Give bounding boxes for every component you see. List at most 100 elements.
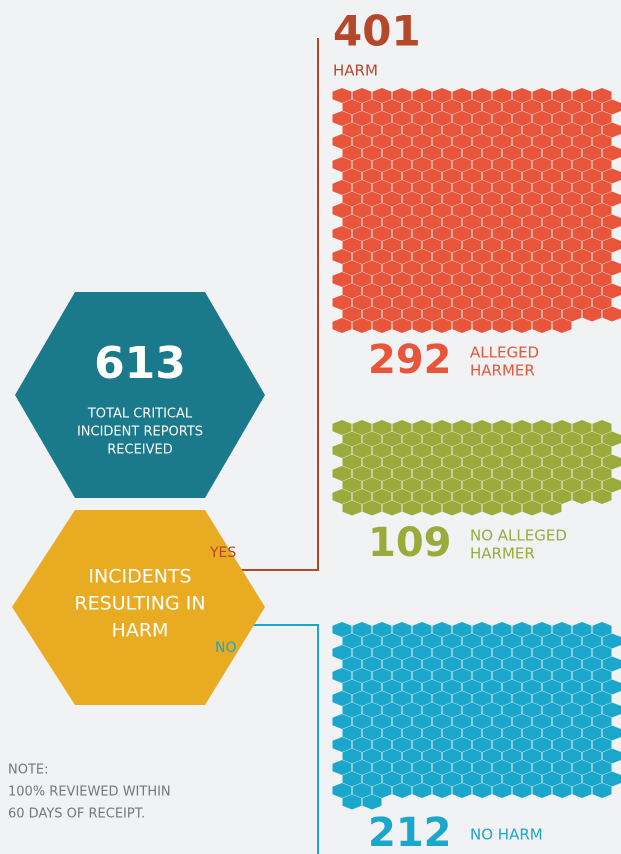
hexagon <box>372 226 392 241</box>
hexagon <box>392 272 412 287</box>
hexagon <box>572 88 592 103</box>
hexagon <box>592 466 612 481</box>
total-label: TOTAL CRITICAL <box>87 407 193 422</box>
hexagon <box>422 214 442 230</box>
hexagon <box>532 737 552 752</box>
hexagon <box>582 702 602 718</box>
hexagon <box>422 306 442 322</box>
hexagon <box>572 489 592 504</box>
hexagon <box>342 679 362 695</box>
hexagon <box>562 260 582 276</box>
hexagon <box>352 226 372 241</box>
hexagon <box>422 771 442 787</box>
hexagon <box>472 272 492 287</box>
hexagon <box>332 760 352 775</box>
hexagon <box>502 99 522 115</box>
hexagon <box>362 702 382 718</box>
hexagon <box>522 500 542 516</box>
hexagon <box>442 500 462 516</box>
hexagon <box>582 99 602 115</box>
hexagon <box>552 295 572 310</box>
hexagon <box>542 748 562 764</box>
hexagon <box>482 656 502 672</box>
hexagon <box>552 157 572 172</box>
hexagon <box>472 203 492 218</box>
hexagon <box>402 145 422 161</box>
hexagon-grid <box>332 88 621 333</box>
hexagon <box>452 318 472 333</box>
hexagon <box>542 725 562 741</box>
hexagon <box>372 714 392 729</box>
hexagon <box>602 702 621 718</box>
hexagon <box>362 283 382 299</box>
hexagon <box>582 454 602 470</box>
hexagon <box>362 656 382 672</box>
hexagon <box>402 702 422 718</box>
hexagon <box>442 702 462 718</box>
hexagon <box>532 226 552 241</box>
note: 100% REVIEWED WITHIN <box>8 785 171 800</box>
hexagon <box>442 306 462 322</box>
hexagon <box>552 111 572 126</box>
hexagon <box>562 454 582 470</box>
hexagon <box>422 656 442 672</box>
hexagon <box>402 748 422 764</box>
hexagon <box>542 656 562 672</box>
hexagon <box>382 633 402 649</box>
hexagon <box>452 249 472 264</box>
hexagon <box>432 443 452 458</box>
hexagon <box>542 431 562 447</box>
hexagon <box>512 420 532 435</box>
hexagon <box>442 145 462 161</box>
hexagon <box>482 725 502 741</box>
hexagon <box>502 122 522 138</box>
hexagon <box>382 702 402 718</box>
hexagon <box>442 168 462 184</box>
question-text: INCIDENTS <box>88 566 191 588</box>
hexagon <box>502 771 522 787</box>
hexagon <box>482 306 502 322</box>
hexagon <box>602 477 621 493</box>
hexagon <box>532 111 552 126</box>
question-hexagon <box>12 510 265 705</box>
hexagon <box>482 679 502 695</box>
hexagon <box>592 622 612 637</box>
hexagon <box>332 226 352 241</box>
hexagon <box>392 88 412 103</box>
hexagon <box>512 249 532 264</box>
hexagon <box>392 783 412 798</box>
hexagon <box>482 283 502 299</box>
hexagon <box>342 431 362 447</box>
hexagon <box>362 725 382 741</box>
hexagon <box>602 306 621 322</box>
hexagon <box>372 760 392 775</box>
hexagon <box>352 318 372 333</box>
hexagon <box>462 283 482 299</box>
hexagon <box>542 283 562 299</box>
hexagon <box>452 645 472 660</box>
hexagon <box>452 203 472 218</box>
hexagon <box>522 771 542 787</box>
hexagon <box>492 420 512 435</box>
hexagon <box>392 622 412 637</box>
hexagon <box>592 760 612 775</box>
hexagon <box>592 180 612 195</box>
hexagon <box>582 214 602 230</box>
hexagon <box>462 99 482 115</box>
hexagon <box>412 489 432 504</box>
hexagon <box>522 168 542 184</box>
hexagon <box>472 443 492 458</box>
hexagon <box>552 737 572 752</box>
hexagon <box>512 760 532 775</box>
hexagon <box>432 783 452 798</box>
hexagon <box>482 237 502 253</box>
hexagon <box>462 237 482 253</box>
hexagon <box>502 656 522 672</box>
hexagon <box>562 431 582 447</box>
hexagon <box>422 454 442 470</box>
hexagon <box>592 714 612 729</box>
hexagon <box>462 122 482 138</box>
hexagon <box>382 679 402 695</box>
hexagon <box>432 249 452 264</box>
